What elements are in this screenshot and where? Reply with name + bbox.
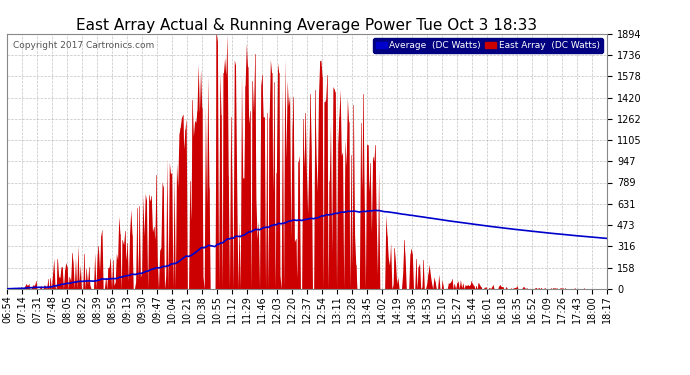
Title: East Array Actual & Running Average Power Tue Oct 3 18:33: East Array Actual & Running Average Powe… bbox=[77, 18, 538, 33]
Text: Copyright 2017 Cartronics.com: Copyright 2017 Cartronics.com bbox=[13, 41, 154, 50]
Legend: Average  (DC Watts), East Array  (DC Watts): Average (DC Watts), East Array (DC Watts… bbox=[373, 38, 602, 53]
